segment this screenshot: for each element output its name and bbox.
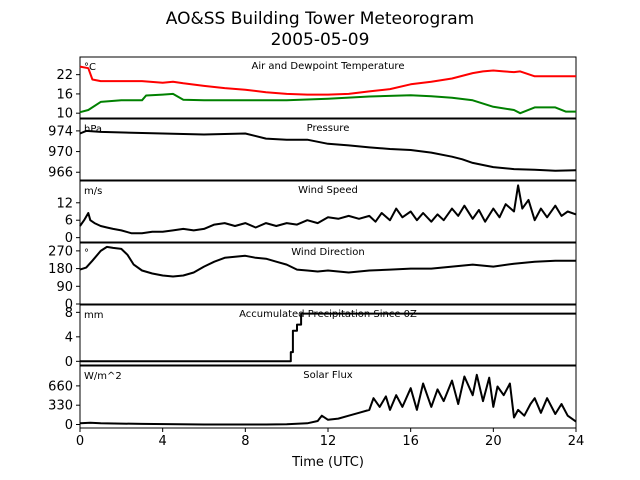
y-tick-label: 10 bbox=[56, 107, 73, 122]
panel-title: Wind Direction bbox=[291, 247, 365, 258]
panel-unit-label: m/s bbox=[84, 186, 102, 197]
x-tick-label: 24 bbox=[568, 434, 585, 449]
y-tick-label: 4 bbox=[65, 330, 73, 345]
panel-0: 10 16 22 °C Air and Dewpoint Temperature bbox=[56, 56, 577, 122]
panel-frame bbox=[79, 304, 577, 366]
y-tick-label: 0 bbox=[65, 355, 73, 370]
y-tick-label: 966 bbox=[48, 166, 73, 181]
panel-unit-label: ° bbox=[84, 248, 89, 259]
panel-title: Wind Speed bbox=[298, 185, 358, 196]
y-tick-label: 660 bbox=[48, 379, 73, 394]
series-line-0 bbox=[80, 312, 576, 363]
series-line-0 bbox=[79, 373, 577, 426]
y-tick-label: 970 bbox=[48, 145, 73, 160]
y-tick-label: 0 bbox=[65, 418, 73, 433]
x-axis: 0 4 8 12 16 20 24 bbox=[76, 428, 584, 449]
y-tick-label: 16 bbox=[56, 87, 73, 102]
panel-title: Pressure bbox=[307, 123, 350, 134]
figure-title-line2: 2005-05-09 bbox=[271, 30, 370, 50]
panel-3: 0 90 180 270 ° Wind Direction bbox=[48, 242, 577, 313]
x-tick-label: 20 bbox=[485, 434, 502, 449]
series-line-0 bbox=[79, 129, 577, 172]
panel-title: Solar Flux bbox=[303, 370, 353, 381]
series-line-1 bbox=[79, 92, 576, 115]
figure-title-line1: AO&SS Building Tower Meteorogram bbox=[166, 9, 474, 29]
panel-2: 0 6 12 m/s Wind Speed bbox=[56, 180, 577, 246]
y-tick-label: 330 bbox=[48, 399, 73, 414]
y-tick-label: 12 bbox=[56, 196, 73, 211]
series-line-0 bbox=[79, 245, 576, 278]
panel-frame bbox=[79, 180, 577, 243]
series-line-0 bbox=[79, 184, 577, 235]
panel-1: 966 970 974 hPa Pressure bbox=[48, 118, 577, 181]
y-tick-label: 270 bbox=[48, 244, 73, 259]
panel-unit-label: hPa bbox=[84, 124, 102, 135]
panel-frame bbox=[79, 56, 577, 119]
x-axis-label: Time (UTC) bbox=[291, 455, 364, 470]
x-tick-label: 4 bbox=[159, 434, 167, 449]
y-tick-label: 0 bbox=[65, 298, 73, 313]
panel-title: Air and Dewpoint Temperature bbox=[252, 61, 405, 72]
y-tick-label: 6 bbox=[65, 214, 73, 229]
y-tick-label: 90 bbox=[56, 280, 73, 295]
y-tick-label: 22 bbox=[56, 68, 73, 83]
panel-unit-label: mm bbox=[84, 310, 103, 321]
x-tick-label: 12 bbox=[320, 434, 337, 449]
y-tick-label: 180 bbox=[48, 262, 73, 277]
panel-unit-label: °C bbox=[84, 62, 96, 73]
y-tick-label: 0 bbox=[65, 231, 73, 246]
x-tick-label: 16 bbox=[402, 434, 419, 449]
series-line-0 bbox=[79, 65, 576, 96]
y-tick-label: 974 bbox=[48, 124, 73, 139]
y-tick-label: 8 bbox=[65, 306, 73, 321]
x-tick-label: 0 bbox=[76, 434, 84, 449]
panel-4: 048 mm Accumulated Precipitation Since 0Z bbox=[65, 304, 577, 370]
panel-frame bbox=[79, 118, 577, 181]
panel-frame bbox=[79, 242, 577, 305]
x-tick-label: 8 bbox=[241, 434, 249, 449]
panel-unit-label: W/m^2 bbox=[84, 371, 122, 382]
panel-5: 0 330 660 W/m^2 Solar Flux bbox=[48, 365, 577, 433]
